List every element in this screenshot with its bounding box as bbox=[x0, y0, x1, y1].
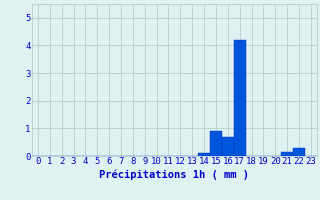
Bar bbox=[210, 131, 222, 156]
Bar bbox=[281, 152, 293, 156]
X-axis label: Précipitations 1h ( mm ): Précipitations 1h ( mm ) bbox=[100, 169, 249, 180]
Bar bbox=[222, 137, 234, 156]
Bar bbox=[234, 40, 246, 156]
Bar bbox=[293, 148, 305, 156]
Bar bbox=[198, 153, 210, 156]
